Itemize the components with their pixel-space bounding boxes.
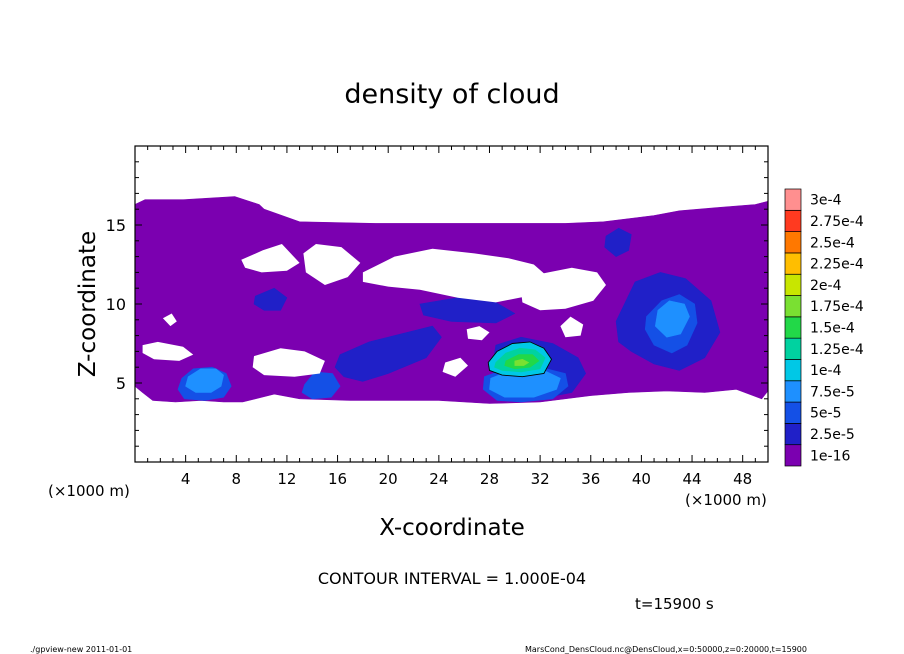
- x-axis-unit-left: (×1000 m): [48, 482, 130, 500]
- colorbar-label: 1.25e-4: [810, 342, 864, 358]
- colorbar-label: 1.5e-4: [810, 321, 855, 337]
- colorbar-label: 1e-16: [810, 448, 850, 464]
- colorbar-swatch: [784, 252, 802, 275]
- footer-right: MarsCond_DensCloud.nc@DensCloud,x=0:5000…: [525, 645, 807, 654]
- x-tick-label: 44: [682, 470, 701, 488]
- colorbar-swatch: [784, 188, 802, 211]
- x-tick-label: 20: [379, 470, 398, 488]
- x-tick-label: 36: [581, 470, 600, 488]
- colorbar-label: 2.5e-4: [810, 235, 855, 251]
- colorbar-swatch: [784, 380, 802, 403]
- density-region-4: [253, 287, 288, 311]
- colorbar-swatch: [784, 273, 802, 296]
- density-region-12: [655, 300, 690, 338]
- colorbar-label: 2e-4: [810, 278, 842, 294]
- density-region-17: [514, 359, 529, 366]
- clear-region-3: [521, 267, 606, 311]
- chart-title: density of cloud: [344, 79, 559, 110]
- colorbar-label: 3e-4: [810, 193, 842, 209]
- density-region-11: [185, 368, 224, 393]
- contour-line-1e-4: [487, 341, 553, 378]
- x-tick-label: 4: [181, 470, 191, 488]
- colorbar-swatch: [784, 295, 802, 318]
- clear-region-5: [466, 326, 490, 341]
- clear-region-4: [560, 316, 584, 338]
- clear-region-1: [303, 244, 361, 285]
- x-tick-label: 8: [232, 470, 242, 488]
- clear-region-8: [162, 313, 177, 327]
- x-tick-label: 40: [632, 470, 651, 488]
- contour-interval: CONTOUR INTERVAL = 1.000E-04: [318, 569, 586, 588]
- colorbar-label: 2.75e-4: [810, 214, 864, 230]
- x-axis-unit-right: (×1000 m): [685, 491, 767, 509]
- clear-region-7: [252, 348, 325, 377]
- clear-region-2: [362, 248, 547, 303]
- footer-left: ./gpview-new 2011-01-01: [30, 645, 132, 654]
- x-axis-ticks: 4 8 12 16 20 24 28 32 36 40 44 48: [147, 146, 756, 488]
- colorbar-swatch: [784, 444, 802, 467]
- clear-region-0: [241, 244, 300, 273]
- y-axis-label: Z-coordinate: [75, 231, 101, 377]
- colorbar-swatch: [784, 209, 802, 232]
- colorbar-swatch: [784, 359, 802, 382]
- clear-region-9: [442, 357, 468, 377]
- colorbar-swatch: [784, 231, 802, 254]
- colorbar-swatch: [784, 337, 802, 360]
- colorbar-swatch: [784, 316, 802, 339]
- x-tick-label: 48: [733, 470, 752, 488]
- y-tick-label: 5: [116, 374, 126, 393]
- colorbar-label: 2.25e-4: [810, 257, 864, 273]
- y-axis-ticks: 5 10 15: [106, 161, 768, 447]
- x-tick-label: 32: [531, 470, 550, 488]
- x-tick-label: 28: [480, 470, 499, 488]
- x-tick-label: 24: [429, 470, 448, 488]
- colorbar: 1e-16 2.5e-5 5e-5 7.5e-5 1e-4 1.25e-4 1.5e-4 1.…: [784, 188, 864, 467]
- colorbar-swatch: [784, 401, 802, 424]
- clear-regions: [142, 244, 606, 377]
- y-tick-label: 15: [106, 216, 126, 235]
- clear-region-6: [142, 341, 194, 361]
- colorbar-label: 1.75e-4: [810, 299, 864, 315]
- plot-area: [135, 196, 768, 404]
- density-region-1: [334, 325, 442, 382]
- y-tick-label: 10: [106, 295, 126, 314]
- density-region-5: [604, 227, 632, 257]
- time-label: t=15900 s: [635, 595, 714, 613]
- colorbar-label: 5e-5: [810, 406, 841, 422]
- colorbar-label: 2.5e-5: [810, 427, 855, 443]
- colorbar-label: 1e-4: [810, 363, 842, 379]
- x-axis-label: X-coordinate: [379, 515, 525, 541]
- x-tick-label: 12: [277, 470, 296, 488]
- colorbar-swatch: [784, 423, 802, 446]
- colorbar-label: 7.5e-5: [810, 384, 855, 400]
- x-tick-label: 16: [328, 470, 347, 488]
